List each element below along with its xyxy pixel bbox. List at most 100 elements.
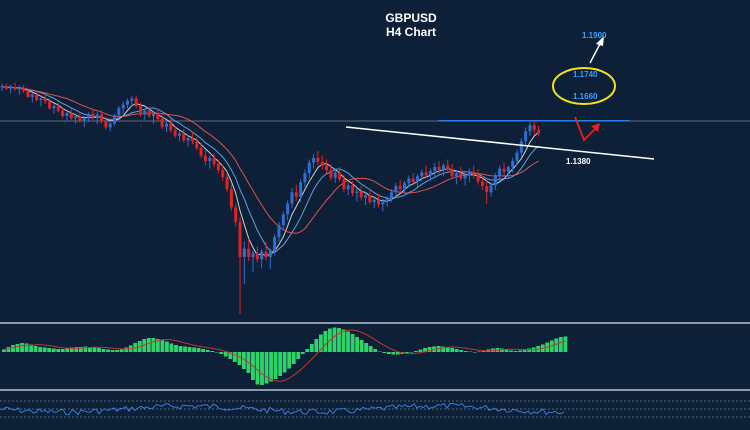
candle-body <box>100 114 104 122</box>
macd-bar <box>332 327 337 352</box>
candle <box>333 169 337 184</box>
candle <box>203 150 207 166</box>
candle <box>69 109 73 120</box>
macd-bar <box>228 352 233 359</box>
macd-bar <box>463 351 468 352</box>
candle-body <box>424 172 428 176</box>
candle <box>299 179 303 203</box>
candle-body <box>537 129 541 134</box>
candle-body <box>294 192 298 197</box>
candle-body <box>95 114 99 118</box>
candle <box>519 138 523 158</box>
macd-bar <box>20 343 24 352</box>
macd-bar <box>74 347 79 352</box>
candle <box>377 193 381 208</box>
candle <box>394 183 398 198</box>
candle <box>433 163 437 177</box>
macd-bar <box>418 349 423 352</box>
candle <box>260 249 264 269</box>
candle <box>415 173 419 187</box>
candle-body <box>524 131 528 142</box>
candle-body <box>333 172 337 178</box>
candle <box>190 131 194 145</box>
candle <box>9 84 13 94</box>
candle-body <box>390 192 393 199</box>
candle-body <box>325 165 329 171</box>
macd-bar <box>445 347 450 352</box>
candle-body <box>138 106 142 115</box>
candle <box>424 165 428 179</box>
macd-bar <box>264 352 269 384</box>
candle-body <box>160 119 164 127</box>
candle-body <box>117 108 121 116</box>
candle <box>164 121 168 132</box>
candle <box>398 180 402 193</box>
macd-bar <box>205 350 210 352</box>
candle-body <box>65 112 69 116</box>
candle-body <box>203 155 207 161</box>
candle-body <box>277 224 281 238</box>
candle <box>524 127 528 147</box>
candle <box>489 183 493 197</box>
candle <box>268 248 272 270</box>
candle-body <box>260 251 264 260</box>
macd-bar <box>350 334 355 352</box>
macd-bar <box>33 346 38 352</box>
candle <box>303 169 307 187</box>
macd-bar <box>423 348 427 352</box>
candle <box>100 109 104 124</box>
macd-bar <box>409 352 414 353</box>
candle <box>359 186 363 201</box>
candle-body <box>359 191 363 198</box>
macd-bar <box>69 347 74 352</box>
candle <box>472 165 476 179</box>
macd-bar <box>83 346 88 352</box>
candle-body <box>108 123 112 128</box>
candle <box>338 167 342 182</box>
macd-bar <box>459 350 464 352</box>
macd-bar <box>210 351 215 352</box>
candle <box>493 173 497 190</box>
candle <box>56 103 60 113</box>
candle-body <box>39 98 43 100</box>
candle-body <box>104 121 108 128</box>
macd-bar <box>368 346 373 352</box>
candle <box>286 200 290 221</box>
candle <box>48 98 52 110</box>
candle <box>506 165 510 178</box>
candle <box>234 203 238 227</box>
candle-body <box>364 195 368 198</box>
ma-slow-line <box>1 85 539 234</box>
macd-bar <box>56 349 61 352</box>
macd-bar <box>472 352 477 353</box>
macd-bar <box>296 352 301 359</box>
candle <box>532 121 536 135</box>
candle-body <box>286 203 290 215</box>
candle-body <box>493 176 497 186</box>
macd-bar <box>88 347 92 352</box>
candle-body <box>234 207 238 222</box>
candle <box>420 169 424 182</box>
candle <box>325 159 329 174</box>
candle-body <box>156 112 160 120</box>
candle-body <box>441 165 445 171</box>
macd-bar <box>106 349 110 352</box>
candle-body <box>173 130 177 136</box>
candle-body <box>506 167 510 172</box>
chart-title: GBPUSD <box>385 11 437 25</box>
candle-body <box>472 171 476 175</box>
candle-body <box>164 123 168 127</box>
candle <box>255 246 259 263</box>
macd-bar <box>305 349 310 352</box>
macd-bar <box>373 349 378 352</box>
candle <box>238 217 242 315</box>
macd-bar <box>110 350 115 352</box>
candle-body <box>13 87 17 90</box>
candle <box>402 180 406 194</box>
reversal-arrow-path <box>574 116 598 142</box>
chart-subtitle: H4 Chart <box>386 25 436 39</box>
macd-bar <box>11 345 15 352</box>
candle-body <box>186 138 190 141</box>
macd-bar <box>527 348 532 352</box>
candle-body <box>199 148 203 156</box>
